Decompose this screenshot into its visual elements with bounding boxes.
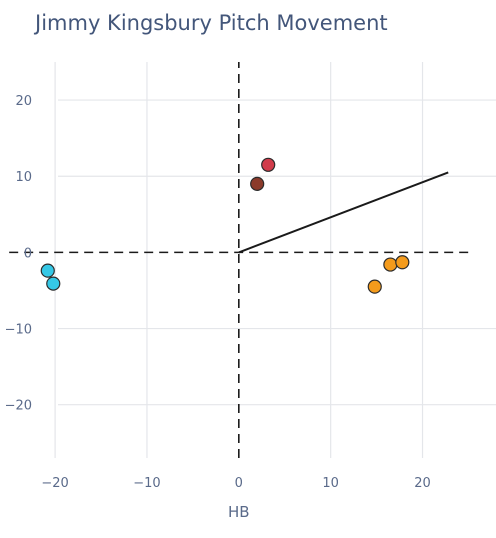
data-point	[250, 176, 265, 191]
y-tick-label: 10	[15, 170, 32, 185]
y-tick-labels: −20 −10 0 10 20	[5, 94, 32, 414]
chart-title: Jimmy Kingsbury Pitch Movement	[33, 11, 388, 35]
data-point	[46, 276, 61, 291]
x-tick-label: −20	[41, 476, 68, 491]
data-points	[40, 157, 410, 294]
data-point	[367, 279, 382, 294]
x-axis-title: HB	[228, 503, 250, 521]
y-tick-label: 0	[24, 246, 32, 261]
data-point	[261, 157, 276, 172]
grid	[54, 62, 496, 458]
x-tick-label: −10	[133, 476, 160, 491]
y-tick-label: −20	[5, 399, 32, 414]
x-tick-labels: −20 −10 0 10 20	[41, 476, 430, 491]
y-tick-label: 20	[15, 94, 32, 109]
x-tick-label: 0	[235, 476, 243, 491]
data-point	[395, 255, 410, 270]
reference-lines	[9, 62, 469, 458]
movement-vector-line	[238, 171, 449, 254]
data-point	[383, 257, 398, 272]
data-point	[40, 263, 55, 278]
y-tick-label: −10	[5, 323, 32, 338]
x-tick-label: 20	[414, 476, 431, 491]
x-tick-label: 10	[322, 476, 339, 491]
